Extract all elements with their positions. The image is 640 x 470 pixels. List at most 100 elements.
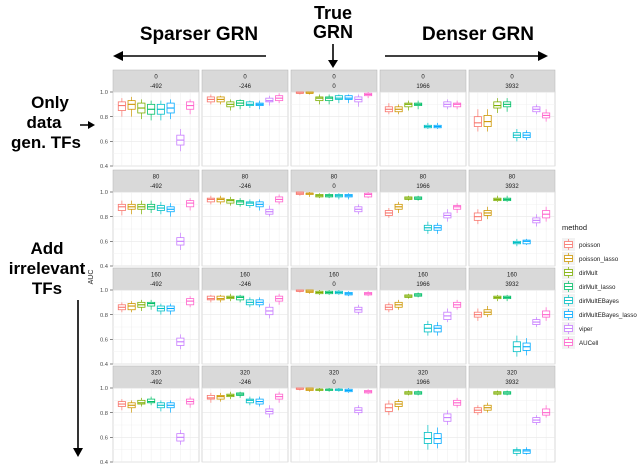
- boxplot-dirMult_lasso: [414, 195, 423, 201]
- legend-entry: dirMult: [562, 266, 598, 279]
- facet-panel: 80 -246: [201, 169, 289, 267]
- facet-row-label: 160: [240, 273, 251, 279]
- box: [404, 102, 413, 108]
- box: [245, 398, 254, 404]
- box: [364, 192, 373, 198]
- box: [522, 449, 531, 454]
- facet-col-label: 1966: [416, 282, 430, 288]
- boxplot-dirMultEBayes: [156, 100, 165, 121]
- boxplot-dirMult: [493, 195, 502, 202]
- boxplot-poisson: [473, 308, 482, 321]
- box: [216, 197, 225, 203]
- boxplot-dirMultEBayes_lasso: [522, 238, 531, 246]
- boxplot-dirMultEBayes_lasso: [522, 447, 531, 455]
- boxplot-poisson: [384, 302, 393, 313]
- boxplot-AUCell: [364, 192, 373, 199]
- boxplot-viper: [443, 308, 452, 323]
- boxplot-dirMult_lasso: [325, 193, 334, 199]
- boxplot-dirMultEBayes_lasso: [344, 94, 353, 104]
- facet-col-label: 3932: [505, 184, 519, 190]
- box: [522, 239, 531, 245]
- facet-panel: 0 3932: [468, 69, 556, 167]
- box: [542, 408, 551, 416]
- facet-row-label: 320: [418, 371, 429, 377]
- boxplot-dirMultEBayes: [423, 425, 432, 450]
- boxplot-AUCell: [542, 307, 551, 321]
- box: [226, 198, 235, 204]
- boxplot-dirMult_lasso: [414, 390, 423, 396]
- legend-label: dirMultEBayes_lasso: [579, 312, 637, 319]
- box: [117, 101, 126, 111]
- boxplot-dirMultEBayes_lasso: [255, 297, 264, 308]
- boxplot-poisson_lasso: [483, 402, 492, 413]
- facet-row-label: 80: [331, 175, 338, 181]
- boxplot-dirMult: [493, 294, 502, 302]
- box: [315, 96, 324, 102]
- boxplot-dirMult_lasso: [503, 294, 512, 302]
- boxplot-dirMult_lasso: [236, 198, 245, 207]
- facet-row-label: 320: [507, 371, 518, 377]
- boxplot-poisson_lasso: [394, 201, 403, 213]
- boxplot-poisson: [295, 91, 304, 95]
- boxplot-poisson_lasso: [216, 294, 225, 303]
- legend-label: viper: [579, 326, 592, 333]
- boxplot-poisson: [206, 94, 215, 105]
- boxplot-poisson_lasso: [127, 400, 136, 413]
- legend-entry: poisson_lasso: [562, 252, 619, 265]
- boxplot-dirMultEBayes: [156, 400, 165, 412]
- facet-row-label: 80: [509, 175, 516, 181]
- legend-entry: dirMultEBayes_lasso: [562, 308, 637, 321]
- y-tick-label: 0.4: [100, 164, 109, 170]
- box: [206, 394, 215, 400]
- boxplot-poisson_lasso: [305, 289, 314, 294]
- boxplot-poisson_lasso: [483, 206, 492, 220]
- boxplot-dirMultEBayes: [156, 201, 165, 215]
- true-grn-label-line2: GRN: [313, 22, 353, 42]
- boxplot-AUCell: [453, 397, 462, 408]
- boxplot-poisson: [473, 109, 482, 132]
- boxplot-dirMultEBayes: [245, 297, 254, 308]
- boxplot-poisson: [295, 289, 304, 293]
- boxplot-poisson: [384, 208, 393, 218]
- facet-col-label: -492: [150, 184, 163, 190]
- boxplot-dirMult: [137, 397, 146, 407]
- facet-row-label: 80: [153, 175, 160, 181]
- boxplot-AUCell: [542, 405, 551, 418]
- facet-panel: 160 -246: [201, 267, 289, 365]
- boxplot-poisson_lasso: [305, 91, 314, 95]
- box: [423, 431, 432, 444]
- boxplot-dirMult: [226, 99, 235, 111]
- boxplot-dirMultEBayes: [334, 193, 343, 200]
- facet-panel: 320 3932: [468, 365, 556, 463]
- facet-panel: 00: [290, 69, 378, 167]
- boxplot-viper: [443, 410, 452, 425]
- boxplot-dirMult: [315, 388, 324, 392]
- boxplot-viper: [354, 94, 363, 107]
- boxplot-viper: [443, 209, 452, 222]
- facet-row-label: 320: [329, 371, 340, 377]
- boxplot-dirMult: [493, 98, 502, 113]
- box: [334, 95, 343, 100]
- add-label-line3: TFs: [31, 279, 63, 298]
- boxplot-viper: [176, 334, 185, 350]
- facet-panel: 320 -246: [201, 365, 289, 463]
- y-tick-label: 0.8: [100, 313, 108, 319]
- boxplot-dirMult_lasso: [236, 294, 245, 303]
- annotation-arrows: [73, 44, 548, 457]
- facet-col-label: 0: [332, 184, 336, 190]
- boxplot-AUCell: [275, 293, 284, 305]
- boxplot-dirMult: [404, 390, 413, 396]
- boxplot-poisson_lasso: [216, 195, 225, 205]
- sparser-grn-label: Sparser GRN: [139, 24, 259, 45]
- boxplot-dirMultEBayes_lasso: [433, 427, 442, 449]
- facet-row-label: 0: [421, 75, 425, 81]
- boxplot-poisson: [473, 209, 482, 225]
- small-right-arrowhead: [88, 121, 95, 129]
- boxplot-viper: [532, 214, 541, 227]
- only-label-line3: gen. TFs: [11, 133, 81, 152]
- y-tick-label: 0.8: [100, 215, 108, 221]
- facet-panel: 0 -492: [112, 69, 200, 167]
- legend-entry: dirMultEBayes: [562, 294, 619, 307]
- boxplot-viper: [265, 95, 274, 106]
- boxplot-dirMultEBayes_lasso: [344, 388, 353, 393]
